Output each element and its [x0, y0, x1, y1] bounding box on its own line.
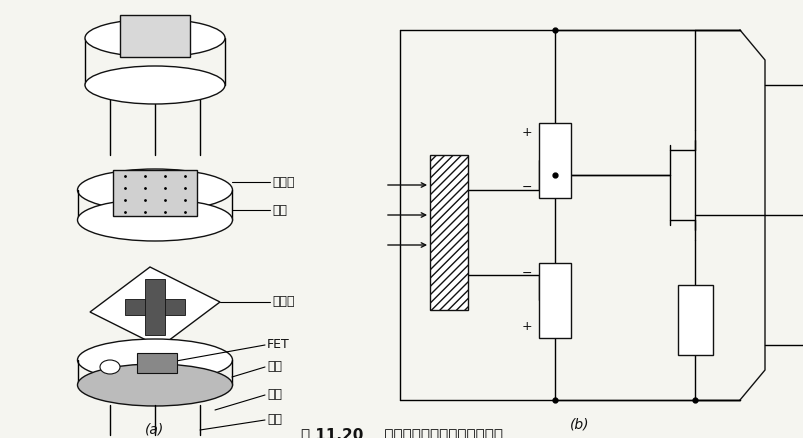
Text: −: −	[521, 266, 532, 279]
Ellipse shape	[85, 66, 225, 104]
Text: 高阻: 高阻	[267, 389, 282, 402]
Text: −: −	[521, 180, 532, 194]
Text: +: +	[521, 321, 532, 333]
Ellipse shape	[77, 339, 232, 381]
Text: +: +	[521, 127, 532, 139]
Ellipse shape	[77, 199, 232, 241]
Text: 滤光片: 滤光片	[271, 176, 294, 188]
Bar	[538, 123, 570, 198]
Bar	[120, 15, 190, 57]
Text: 管座: 管座	[267, 360, 282, 374]
Bar	[430, 155, 467, 310]
Text: 图 11.20    热释电人体红外传感器的结构: 图 11.20 热释电人体红外传感器的结构	[300, 427, 503, 438]
Text: FET: FET	[267, 339, 289, 352]
Polygon shape	[145, 279, 165, 335]
Bar	[538, 263, 570, 338]
Text: (b): (b)	[569, 418, 589, 432]
Bar	[137, 353, 177, 373]
Text: 管帽: 管帽	[271, 204, 287, 216]
Bar	[677, 285, 712, 355]
Text: 引线: 引线	[267, 413, 282, 427]
Bar	[113, 170, 197, 216]
Text: 敏感元: 敏感元	[271, 296, 294, 308]
Ellipse shape	[77, 364, 232, 406]
Text: (a): (a)	[145, 423, 165, 437]
Polygon shape	[124, 299, 185, 315]
Ellipse shape	[77, 169, 232, 211]
Polygon shape	[90, 267, 220, 347]
Ellipse shape	[85, 19, 225, 57]
Ellipse shape	[100, 360, 120, 374]
